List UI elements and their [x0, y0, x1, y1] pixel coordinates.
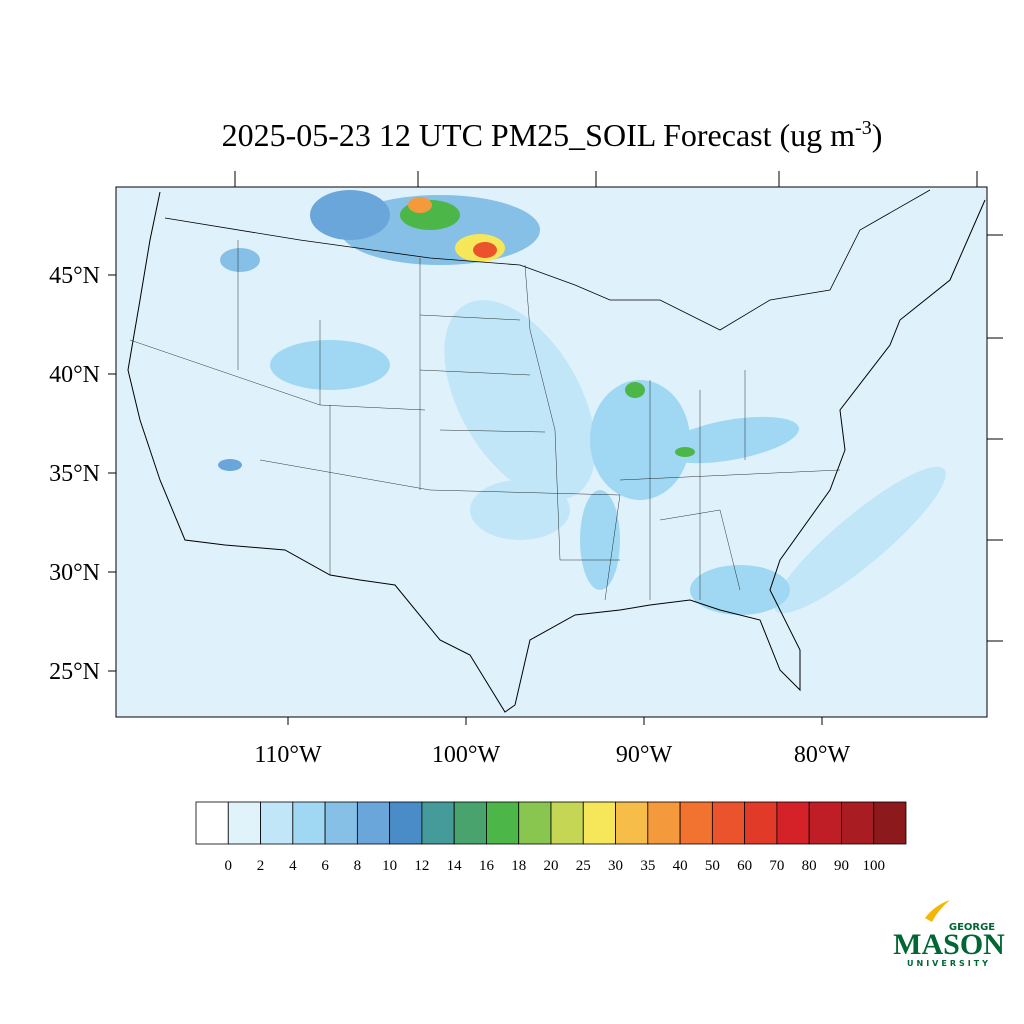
state-lines	[129, 240, 841, 601]
colorbar-swatch	[356, 801, 391, 845]
colorbar-swatch	[518, 801, 552, 845]
colorbar-label: 20	[544, 858, 559, 874]
lat-label: 25°N	[49, 659, 100, 685]
colorbar-swatch	[647, 801, 681, 845]
colorbar-swatch	[776, 801, 810, 845]
colorbar-swatch	[841, 801, 875, 845]
colorbar-label: 35	[640, 858, 655, 874]
border	[164, 189, 931, 331]
lat-label: 40°N	[49, 362, 100, 388]
map-frame	[115, 186, 988, 718]
lon-label: 90°W	[616, 742, 673, 768]
lat-label: 45°N	[49, 263, 100, 289]
title-suffix: )	[872, 117, 883, 153]
colorbar-label: 12	[414, 858, 429, 874]
logo-main: MASON	[893, 928, 1005, 961]
colorbar-swatch	[679, 801, 713, 845]
colorbar-label: 0	[225, 858, 233, 874]
lat-label: 35°N	[49, 461, 100, 487]
title-superscript: -3	[855, 117, 872, 139]
colorbar-label: 6	[321, 858, 329, 874]
colorbar: 0 2 4 6 8 10 12 14 16 18 20 25 30 35 40 50 60 70 80 90 100	[195, 801, 907, 874]
colorbar-swatch	[195, 801, 229, 845]
title: 2025-05-23 12 UTC PM25_SOIL Forecast (ug…	[222, 117, 883, 153]
map: 45°N 40°N 35°N 30°N 25°N 110°W 100°W 90°…	[49, 171, 1003, 768]
colorbar-label: 8	[354, 858, 362, 874]
colorbar-swatch	[260, 801, 294, 845]
title-text: 2025-05-23 12 UTC PM25_SOIL Forecast (ug…	[222, 117, 856, 153]
colorbar-label: 25	[576, 858, 591, 874]
colorbar-label: 16	[479, 858, 495, 874]
logo-top: GEORGE	[949, 922, 995, 933]
colorbar-label: 40	[673, 858, 688, 874]
colorbar-swatch	[421, 801, 455, 845]
lat-label: 30°N	[49, 560, 100, 586]
colorbar-label: 10	[382, 858, 397, 874]
colorbar-swatch	[711, 801, 746, 845]
colorbar-label: 60	[737, 858, 752, 874]
colorbar-label: 30	[608, 858, 623, 874]
colorbar-label: 4	[289, 858, 297, 874]
logo: GEORGE MASON UNIVERSITY	[893, 900, 1005, 968]
colorbar-swatch	[324, 801, 358, 845]
lon-label: 100°W	[432, 742, 501, 768]
colorbar-swatch	[389, 801, 423, 845]
colorbar-label: 2	[257, 858, 265, 874]
colorbar-label: 90	[834, 858, 849, 874]
colorbar-swatch	[582, 801, 616, 845]
colorbar-label: 80	[802, 858, 817, 874]
logo-flame	[925, 900, 950, 922]
colorbar-swatch	[550, 801, 584, 845]
lon-label: 80°W	[794, 742, 851, 768]
colorbar-swatch	[227, 801, 261, 845]
colorbar-label: 18	[511, 858, 526, 874]
colorbar-swatch	[744, 801, 778, 845]
colorbar-swatch	[292, 801, 326, 845]
logo-bottom: UNIVERSITY	[907, 959, 991, 968]
colorbar-swatch	[615, 801, 649, 845]
colorbar-label: 100	[862, 858, 885, 874]
colorbar-label: 50	[705, 858, 720, 874]
colorbar-label: 14	[447, 858, 463, 874]
colorbar-label: 70	[769, 858, 784, 874]
colorbar-swatch	[873, 801, 907, 845]
colorbar-swatch	[486, 801, 520, 845]
lon-label: 110°W	[254, 742, 322, 768]
colorbar-swatch	[453, 801, 487, 845]
colorbar-swatch	[808, 801, 842, 845]
frame-ticks	[108, 171, 1003, 725]
coastline	[127, 191, 986, 713]
